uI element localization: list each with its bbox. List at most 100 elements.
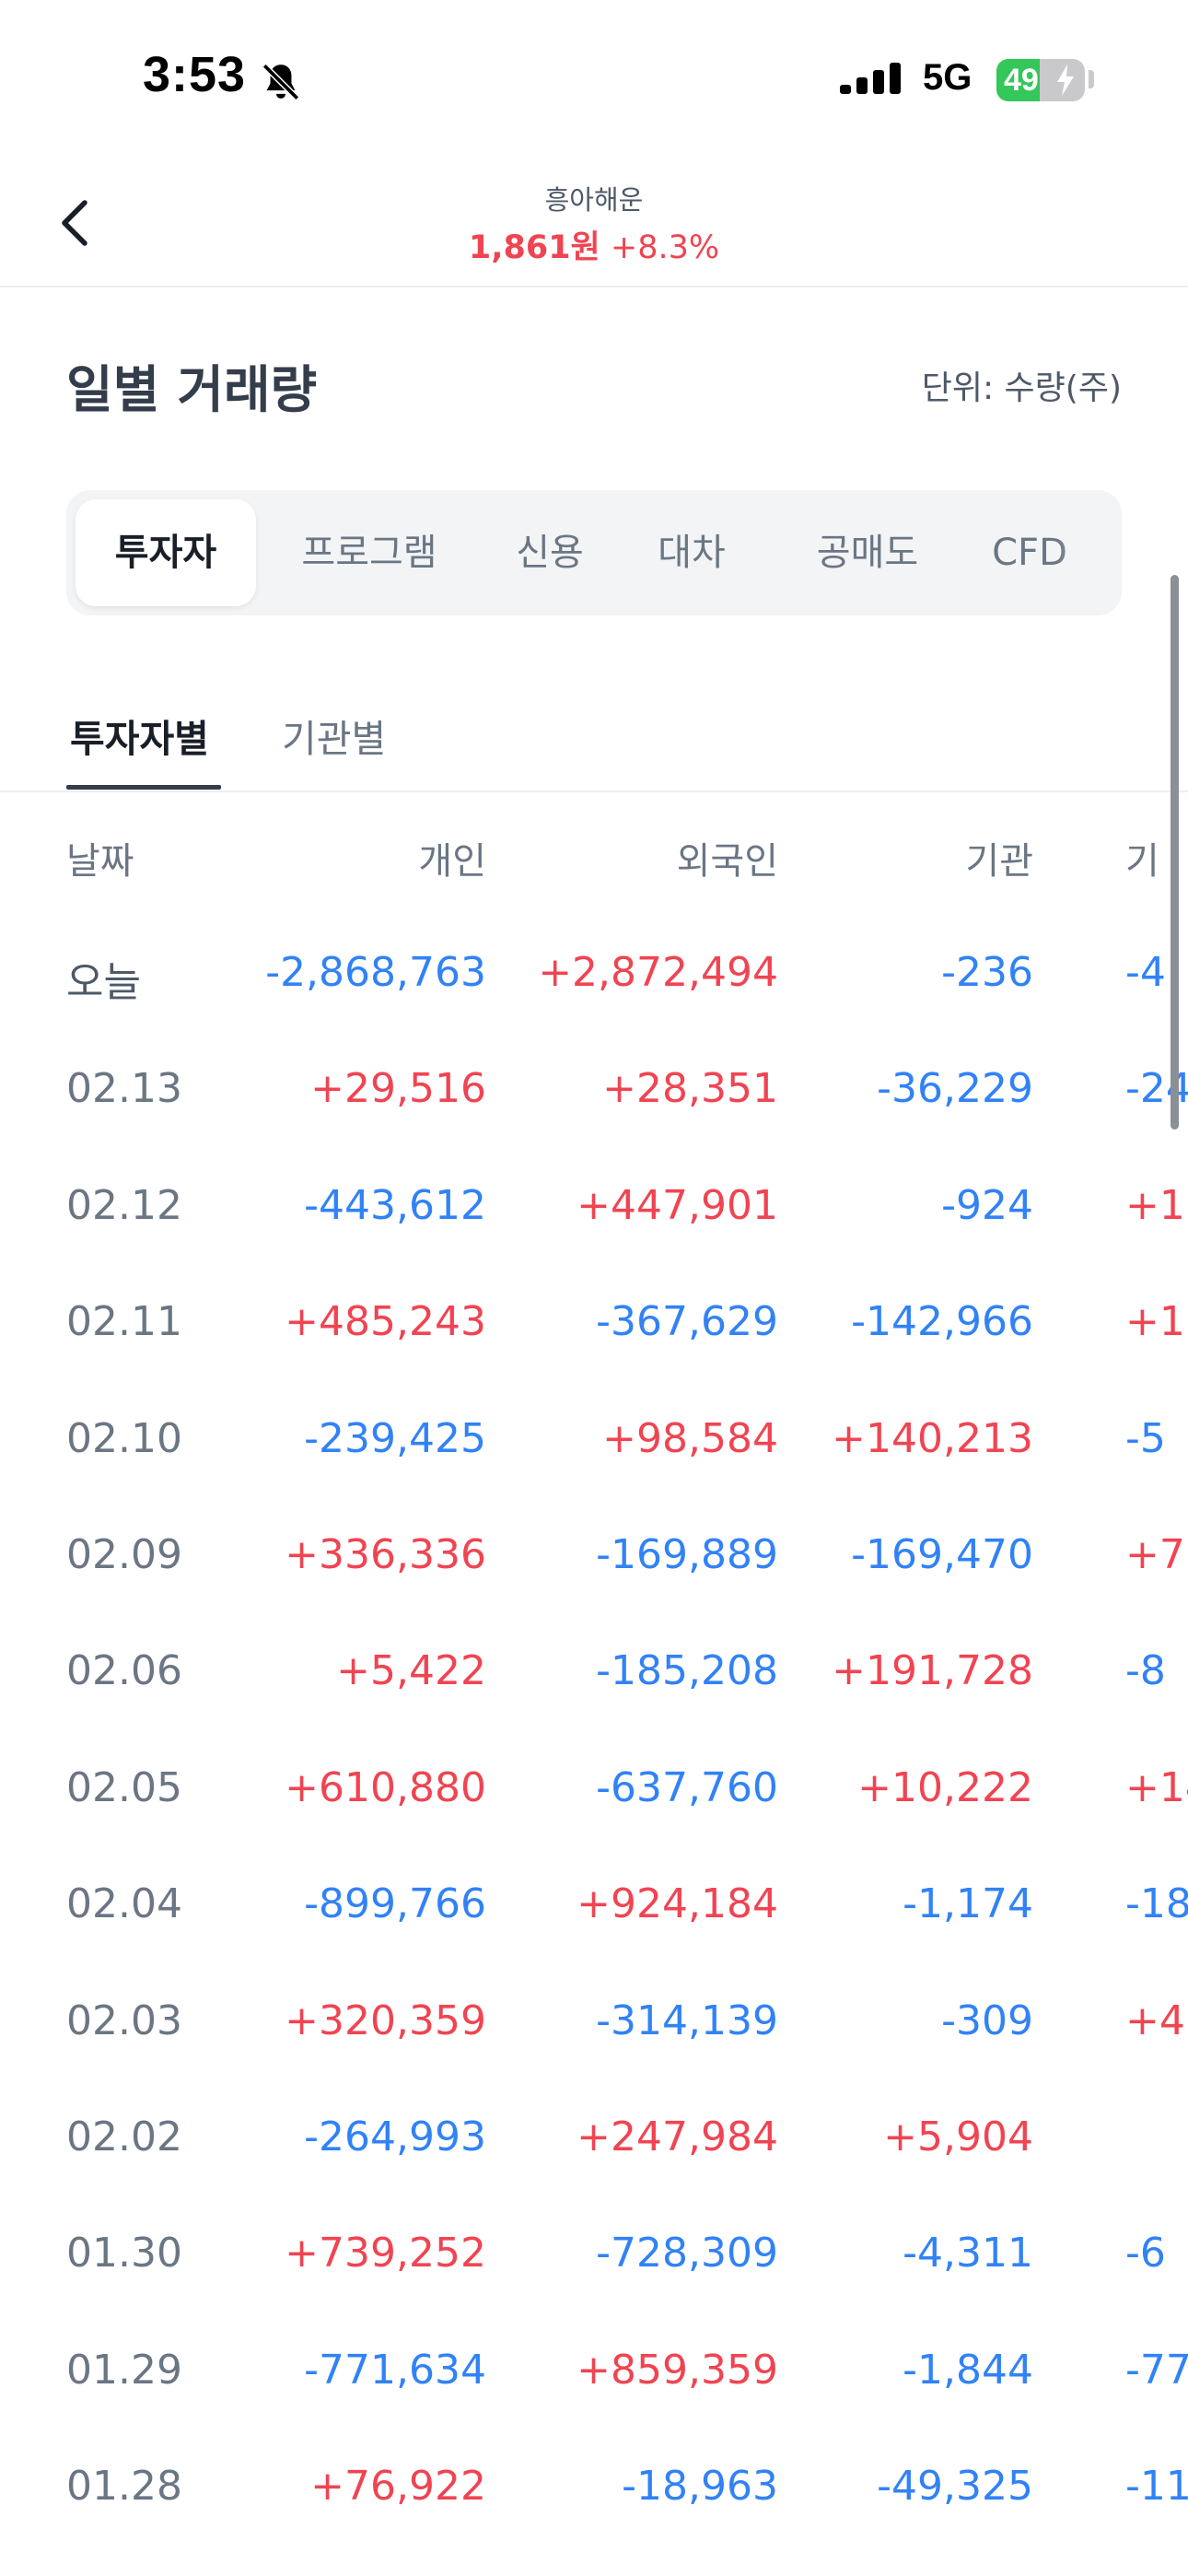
table-row: 오늘 -2,868,763 +2,872,494 -236 -4	[0, 918, 1188, 1034]
table-row: 01.28 +76,922 -18,963 -49,325 -11	[0, 2431, 1188, 2547]
column-header-individual: 개인	[418, 840, 486, 883]
column-header-other: 기	[1125, 840, 1159, 883]
table-row: 02.05 +610,880 -637,760 +10,222 +14	[0, 1733, 1188, 1849]
table-row: 02.12 -443,612 +447,901 -924 +1	[0, 1151, 1188, 1267]
cell-institution: +5,904	[883, 2113, 1033, 2160]
cell-date: 02.02	[66, 2113, 182, 2160]
cell-date: 02.10	[66, 1414, 182, 1462]
tab-investor[interactable]: 투자자	[76, 499, 256, 606]
column-header-institution: 기관	[965, 840, 1033, 883]
cell-foreign: +2,872,494	[538, 949, 778, 996]
cell-institution: +191,728	[832, 1647, 1033, 1695]
cell-date: 02.11	[66, 1298, 182, 1346]
stock-price: 1,861원	[468, 229, 600, 266]
cell-other: +7	[1125, 1531, 1185, 1578]
cell-institution: -4,311	[903, 2230, 1033, 2277]
volume-table: 날짜 개인 외국인 기관 기 오늘 -2,868,763 +2,872,494 -23…	[0, 792, 1188, 2576]
tab-short-selling[interactable]: 공매도	[816, 532, 919, 574]
cell-individual: +336,336	[285, 1531, 486, 1578]
cell-other: +4	[1125, 1996, 1185, 2044]
cell-other: -18	[1125, 1880, 1188, 1928]
cell-other: +14	[1125, 1763, 1188, 1811]
cell-other: +12	[1125, 1298, 1188, 1346]
cell-institution: -49,325	[877, 2463, 1033, 2511]
cell-other: -77	[1125, 2346, 1188, 2394]
cell-date: 02.13	[66, 1065, 182, 1113]
cell-individual: +5,422	[336, 1647, 486, 1695]
cell-individual: +610,880	[285, 1763, 486, 1811]
table-row: 02.13 +29,516 +28,351 -36,229 -24	[0, 1034, 1188, 1150]
cell-date: 오늘	[66, 959, 141, 1006]
cell-individual: -2,868,763	[265, 949, 486, 996]
table-header: 날짜 개인 외국인 기관 기	[0, 792, 1188, 918]
cell-other: -11	[1125, 2463, 1188, 2511]
cell-date: 01.30	[66, 2230, 182, 2277]
cell-foreign: -367,629	[596, 1298, 778, 1346]
status-time: 3:53	[143, 47, 247, 102]
cell-individual: -771,634	[304, 2346, 486, 2394]
column-header-date: 날짜	[66, 840, 134, 883]
cell-other: -8	[1125, 1647, 1166, 1695]
tab-credit[interactable]: 신용	[516, 532, 584, 574]
chevron-left-icon	[62, 200, 87, 246]
table-row: 02.02 -264,993 +247,984 +5,904	[0, 2082, 1188, 2198]
cell-individual: -264,993	[304, 2113, 486, 2160]
subtab-by-investor[interactable]: 투자자별	[70, 717, 209, 761]
table-row: 02.09 +336,336 -169,889 -169,470 +7	[0, 1500, 1188, 1616]
cell-date: 02.06	[66, 1647, 182, 1695]
cell-foreign: +28,351	[602, 1065, 778, 1113]
cell-institution: +140,213	[832, 1414, 1033, 1462]
cell-institution: -924	[941, 1181, 1033, 1229]
status-bar: 3:53 5G 49	[0, 0, 1188, 157]
cell-date: 02.03	[66, 1996, 182, 2044]
battery-fill	[996, 59, 1041, 101]
cell-date: 02.12	[66, 1181, 182, 1229]
tab-program[interactable]: 프로그램	[301, 532, 437, 574]
table-row: 02.11 +485,243 -367,629 -142,966 +12	[0, 1267, 1188, 1383]
cell-individual: -239,425	[304, 1414, 486, 1462]
cell-foreign: +247,984	[577, 2113, 778, 2160]
cell-foreign: -169,889	[596, 1531, 778, 1578]
cell-foreign: -314,139	[596, 1996, 778, 2044]
cell-institution: +10,222	[857, 1763, 1033, 1811]
scrollbar[interactable]	[1171, 575, 1179, 1130]
cell-other: -6	[1125, 2230, 1166, 2277]
cell-individual: +320,359	[285, 1996, 486, 2044]
cell-institution: -169,470	[851, 1531, 1033, 1578]
back-button[interactable]	[52, 186, 107, 260]
subtab-active-indicator	[66, 785, 221, 790]
cell-individual: +739,252	[285, 2230, 486, 2277]
battery-level: 49	[1004, 63, 1039, 98]
table-row: 01.30 +739,252 -728,309 -4,311 -6	[0, 2198, 1188, 2314]
cell-date: 02.09	[66, 1531, 182, 1578]
cell-foreign: +447,901	[577, 1181, 778, 1229]
segment-tab-bar: 투자자 프로그램 신용 대차 공매도 CFD	[66, 490, 1122, 615]
bolt-icon	[1057, 64, 1074, 96]
cell-foreign: +98,584	[602, 1414, 778, 1462]
cell-institution: -1,174	[903, 1880, 1033, 1928]
section-title: 일별 거래량	[66, 360, 318, 419]
subtab-by-institution[interactable]: 기관별	[282, 717, 387, 761]
tab-lending[interactable]: 대차	[658, 532, 726, 574]
table-row: 02.04 -899,766 +924,184 -1,174 -18	[0, 1849, 1188, 1965]
cell-date: 01.29	[66, 2346, 182, 2394]
cell-institution: -1,844	[903, 2346, 1033, 2394]
cell-institution: -36,229	[877, 1065, 1033, 1113]
cell-other: -5	[1125, 1414, 1166, 1462]
cell-other: +1	[1125, 1181, 1185, 1229]
bell-slash-icon	[262, 63, 300, 101]
segment-fade	[1057, 490, 1122, 615]
subtab-row: 투자자별 기관별	[0, 682, 1188, 792]
cell-other: -4	[1125, 949, 1166, 996]
cell-individual: +29,516	[310, 1065, 486, 1113]
cell-institution: -309	[941, 1996, 1033, 2044]
cell-institution: -142,966	[851, 1298, 1033, 1346]
tab-cfd[interactable]: CFD	[992, 532, 1067, 574]
cell-institution: -236	[941, 949, 1033, 996]
stock-name: 흥아해운	[544, 184, 644, 216]
cell-foreign: +924,184	[577, 1880, 778, 1928]
column-header-foreign: 외국인	[676, 840, 778, 883]
cell-date: 01.28	[66, 2463, 182, 2511]
cell-date: 02.04	[66, 1880, 182, 1928]
table-row: 02.03 +320,359 -314,139 -309 +4	[0, 1966, 1188, 2082]
